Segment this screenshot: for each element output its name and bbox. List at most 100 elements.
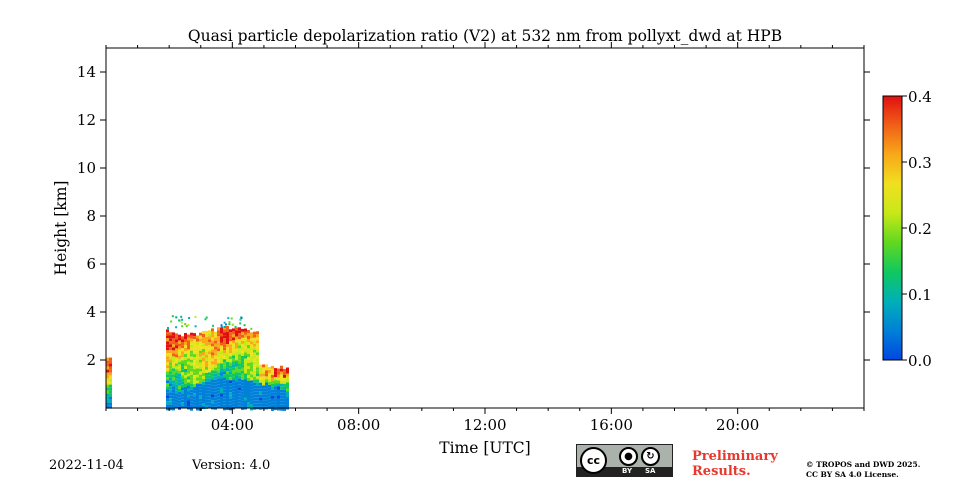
heatmap-cell	[243, 324, 246, 327]
heatmap-cell	[172, 365, 175, 369]
heatmap-cell	[193, 333, 196, 337]
heatmap-cell	[214, 379, 217, 383]
heatmap-cell	[184, 369, 187, 372]
heatmap-cell	[223, 365, 226, 369]
heatmap-cell	[217, 393, 220, 397]
heatmap-cell	[262, 403, 265, 407]
heatmap-cell	[166, 344, 169, 348]
heatmap-cell	[235, 333, 238, 337]
heatmap-cell	[223, 389, 226, 393]
heatmap-cell	[286, 400, 289, 404]
heatmap-cell	[172, 392, 175, 396]
heatmap-cell	[226, 344, 229, 347]
heatmap-cell	[196, 359, 199, 363]
heatmap-cell	[250, 407, 253, 411]
heatmap-cell	[223, 353, 226, 357]
heatmap-cell	[235, 390, 238, 394]
heatmap-cell	[217, 384, 220, 388]
heatmap-cell	[184, 381, 187, 384]
heatmap-cell	[190, 404, 193, 408]
heatmap-cell	[166, 365, 169, 369]
heatmap-cell	[166, 374, 169, 378]
heatmap-cell	[232, 391, 235, 395]
heatmap-cell	[259, 379, 262, 383]
heatmap-cell	[286, 382, 289, 386]
heatmap-cell	[268, 375, 271, 379]
heatmap-cell	[172, 344, 175, 348]
heatmap-cell	[109, 393, 112, 397]
heatmap-cell	[208, 366, 211, 370]
heatmap-cell	[217, 342, 220, 346]
heatmap-cell	[271, 386, 274, 390]
heatmap-cell	[247, 372, 250, 375]
heatmap-cell	[223, 326, 226, 328]
heatmap-cell	[169, 365, 172, 369]
heatmap-cell	[193, 381, 196, 385]
heatmap-cell	[208, 363, 211, 367]
heatmap-cell	[193, 366, 196, 370]
heatmap-cell	[223, 350, 226, 354]
heatmap-cell	[211, 346, 214, 350]
heatmap-cell	[220, 348, 223, 352]
heatmap-cell	[247, 342, 250, 345]
heatmap-cell	[265, 388, 268, 392]
heatmap-cell	[214, 388, 217, 392]
heatmap-cell	[172, 383, 175, 387]
heatmap-cell	[277, 383, 280, 387]
heatmap-cell	[286, 370, 289, 374]
heatmap-cell	[181, 399, 184, 403]
heatmap-cell	[109, 405, 112, 409]
heatmap-cell	[259, 394, 262, 398]
heatmap-cell	[232, 358, 235, 362]
heatmap-cell	[262, 370, 265, 374]
heatmap-cell	[217, 363, 220, 367]
heatmap-cell	[181, 363, 184, 367]
heatmap-cell	[274, 383, 277, 387]
heatmap-cell	[229, 398, 232, 402]
heatmap-cell	[271, 392, 274, 396]
heatmap-cell	[271, 389, 274, 393]
heatmap-cell	[196, 395, 199, 399]
heatmap-cell	[235, 354, 238, 358]
heatmap-cell	[190, 344, 193, 348]
heatmap-cell	[211, 355, 214, 359]
heatmap-cell	[256, 352, 259, 356]
heatmap-cell	[220, 375, 223, 379]
heatmap-cell	[166, 389, 169, 393]
heatmap-cell	[223, 344, 226, 348]
heatmap-cell	[262, 364, 265, 368]
heatmap-cell	[283, 371, 286, 375]
heatmap-cell	[223, 341, 226, 345]
heatmap-cell	[232, 323, 235, 326]
heatmap-cell	[271, 365, 274, 369]
heatmap-cell	[280, 371, 283, 375]
heatmap-cell	[208, 402, 211, 406]
x-tick-label: 20:00	[716, 416, 759, 434]
heatmap-cell	[187, 370, 190, 374]
heatmap-cell	[106, 381, 109, 385]
heatmap-cell	[194, 325, 197, 328]
heatmap-cell	[205, 372, 208, 376]
heatmap-cell	[253, 379, 256, 383]
heatmap-cell	[265, 397, 268, 401]
heatmap-cell	[184, 366, 187, 369]
heatmap-cell	[238, 354, 241, 358]
heatmap-cell	[205, 330, 208, 334]
heatmap-cell	[226, 377, 229, 380]
heatmap-cell	[199, 362, 202, 366]
heatmap-cell	[187, 361, 190, 365]
heatmap-cell	[187, 346, 190, 350]
heatmap-cell	[235, 339, 238, 343]
heatmap-cell	[175, 336, 178, 340]
heatmap-cell	[241, 388, 244, 392]
heatmap-cell	[166, 335, 169, 339]
heatmap-cell	[220, 363, 223, 367]
cc-license-badge[interactable]: cc ● ↻ BY SA	[576, 444, 673, 477]
heatmap-cell	[193, 399, 196, 403]
heatmap-cell	[256, 337, 259, 341]
heatmap-cell	[232, 331, 235, 335]
heatmap-cell	[199, 374, 202, 378]
colorbar-tick-label: 0.3	[908, 154, 932, 172]
heatmap-cell	[181, 348, 184, 352]
heatmap-cell	[226, 389, 229, 392]
